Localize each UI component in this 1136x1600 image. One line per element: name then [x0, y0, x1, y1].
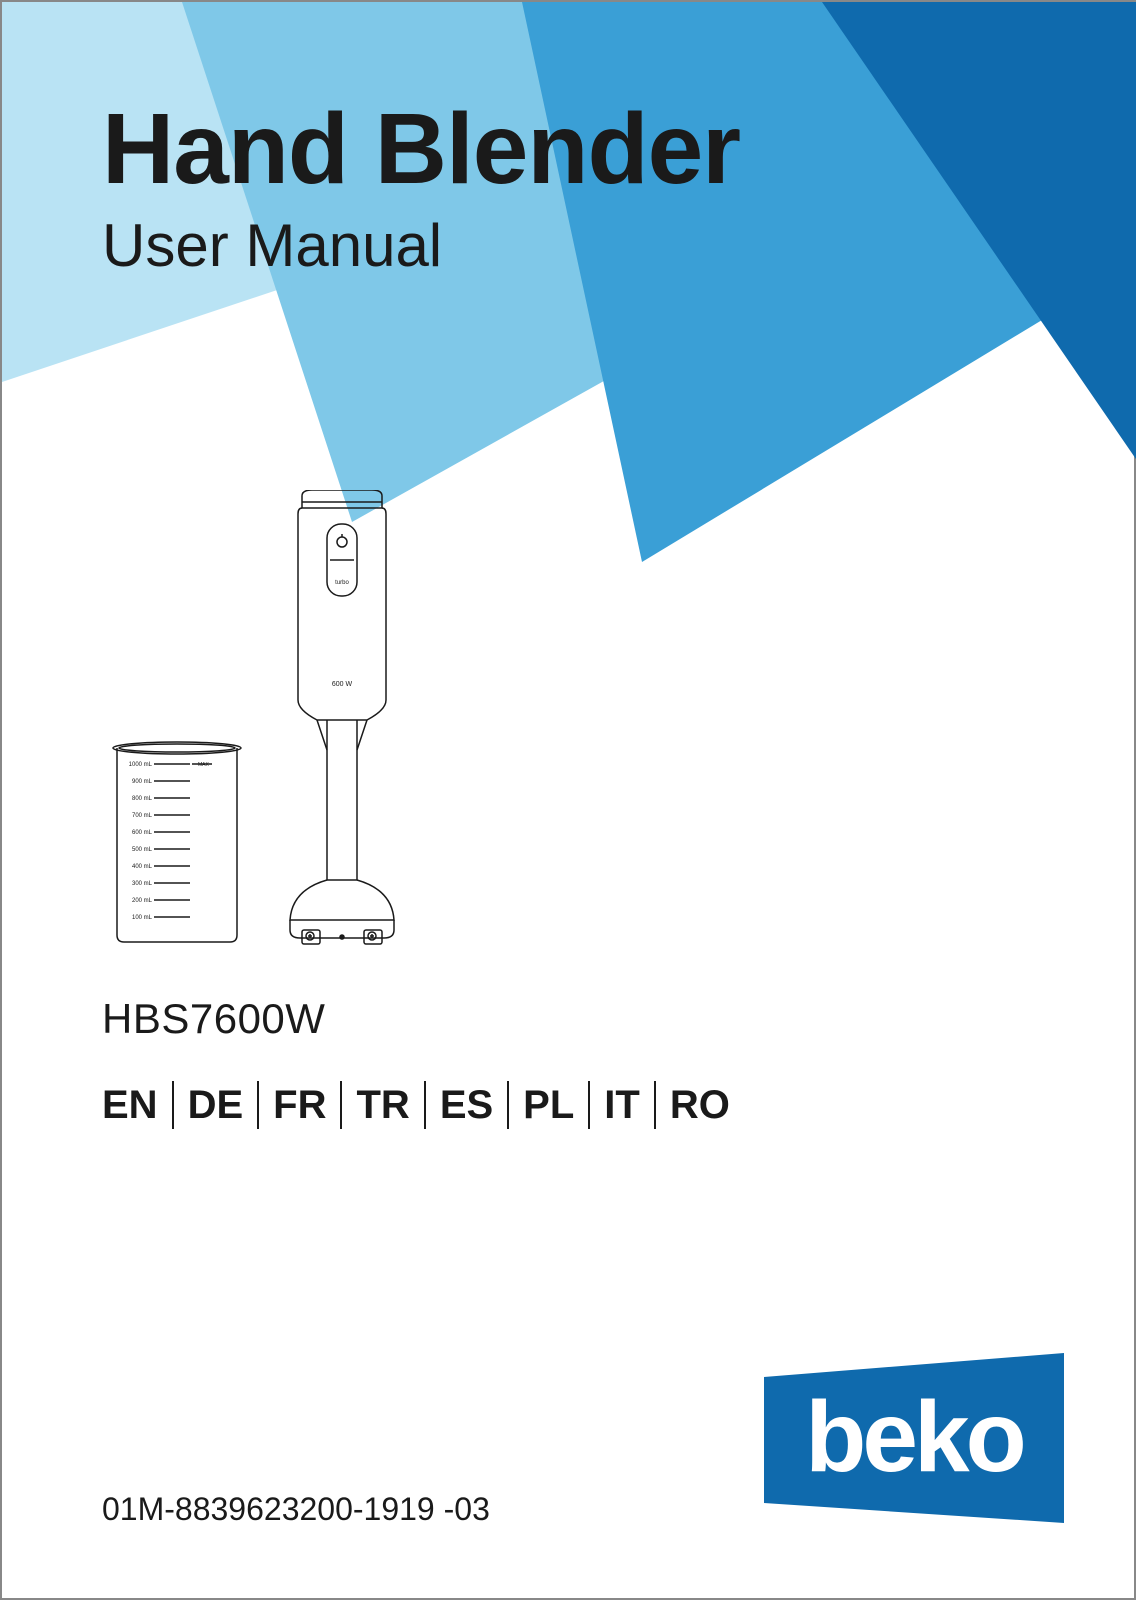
- cup-graduation-label: 500 mL: [132, 847, 153, 853]
- doc-subtitle: User Manual: [102, 211, 1034, 280]
- language-separator: [340, 1081, 342, 1129]
- language-code: EN: [102, 1083, 158, 1128]
- cup-graduation-label: 800 mL: [132, 796, 153, 802]
- cup-graduation-label: 300 mL: [132, 881, 153, 887]
- cup-graduation-label: 700 mL: [132, 813, 153, 819]
- cup-graduation-label: 100 mL: [132, 915, 153, 921]
- language-separator: [507, 1081, 509, 1129]
- language-code: RO: [670, 1083, 730, 1128]
- language-code: DE: [188, 1083, 244, 1128]
- cup-graduation-label: 600 mL: [132, 830, 153, 836]
- power-label: 600 W: [332, 681, 353, 688]
- document-number: 01M-8839623200-1919 -03: [102, 1491, 490, 1528]
- language-code: FR: [273, 1083, 326, 1128]
- cup-graduation-label: 400 mL: [132, 864, 153, 870]
- language-separator: [257, 1081, 259, 1129]
- language-separator: [172, 1081, 174, 1129]
- language-code: TR: [356, 1083, 409, 1128]
- cup-max-label: MAX: [198, 762, 210, 768]
- language-code: ES: [440, 1083, 493, 1128]
- cup-graduation-label: 1000 mL: [129, 762, 153, 768]
- language-code: PL: [523, 1083, 574, 1128]
- svg-text:beko: beko: [805, 1381, 1023, 1493]
- language-separator: [588, 1081, 590, 1129]
- product-illustration: 1000 mL 900 mL 800 mL 700 mL 600 mL 500 mL 400…: [102, 490, 432, 950]
- turbo-label: turbo: [335, 580, 349, 586]
- model-number: HBS7600W: [102, 995, 1034, 1043]
- brand-logo: beko: [764, 1353, 1064, 1538]
- language-separator: [654, 1081, 656, 1129]
- product-title: Hand Blender: [102, 92, 1034, 207]
- language-separator: [424, 1081, 426, 1129]
- cup-graduation-label: 200 mL: [132, 898, 153, 904]
- cup-graduation-label: 900 mL: [132, 779, 153, 785]
- language-list: EN DE FR TR ES PL IT RO: [102, 1081, 1034, 1129]
- language-code: IT: [604, 1083, 640, 1128]
